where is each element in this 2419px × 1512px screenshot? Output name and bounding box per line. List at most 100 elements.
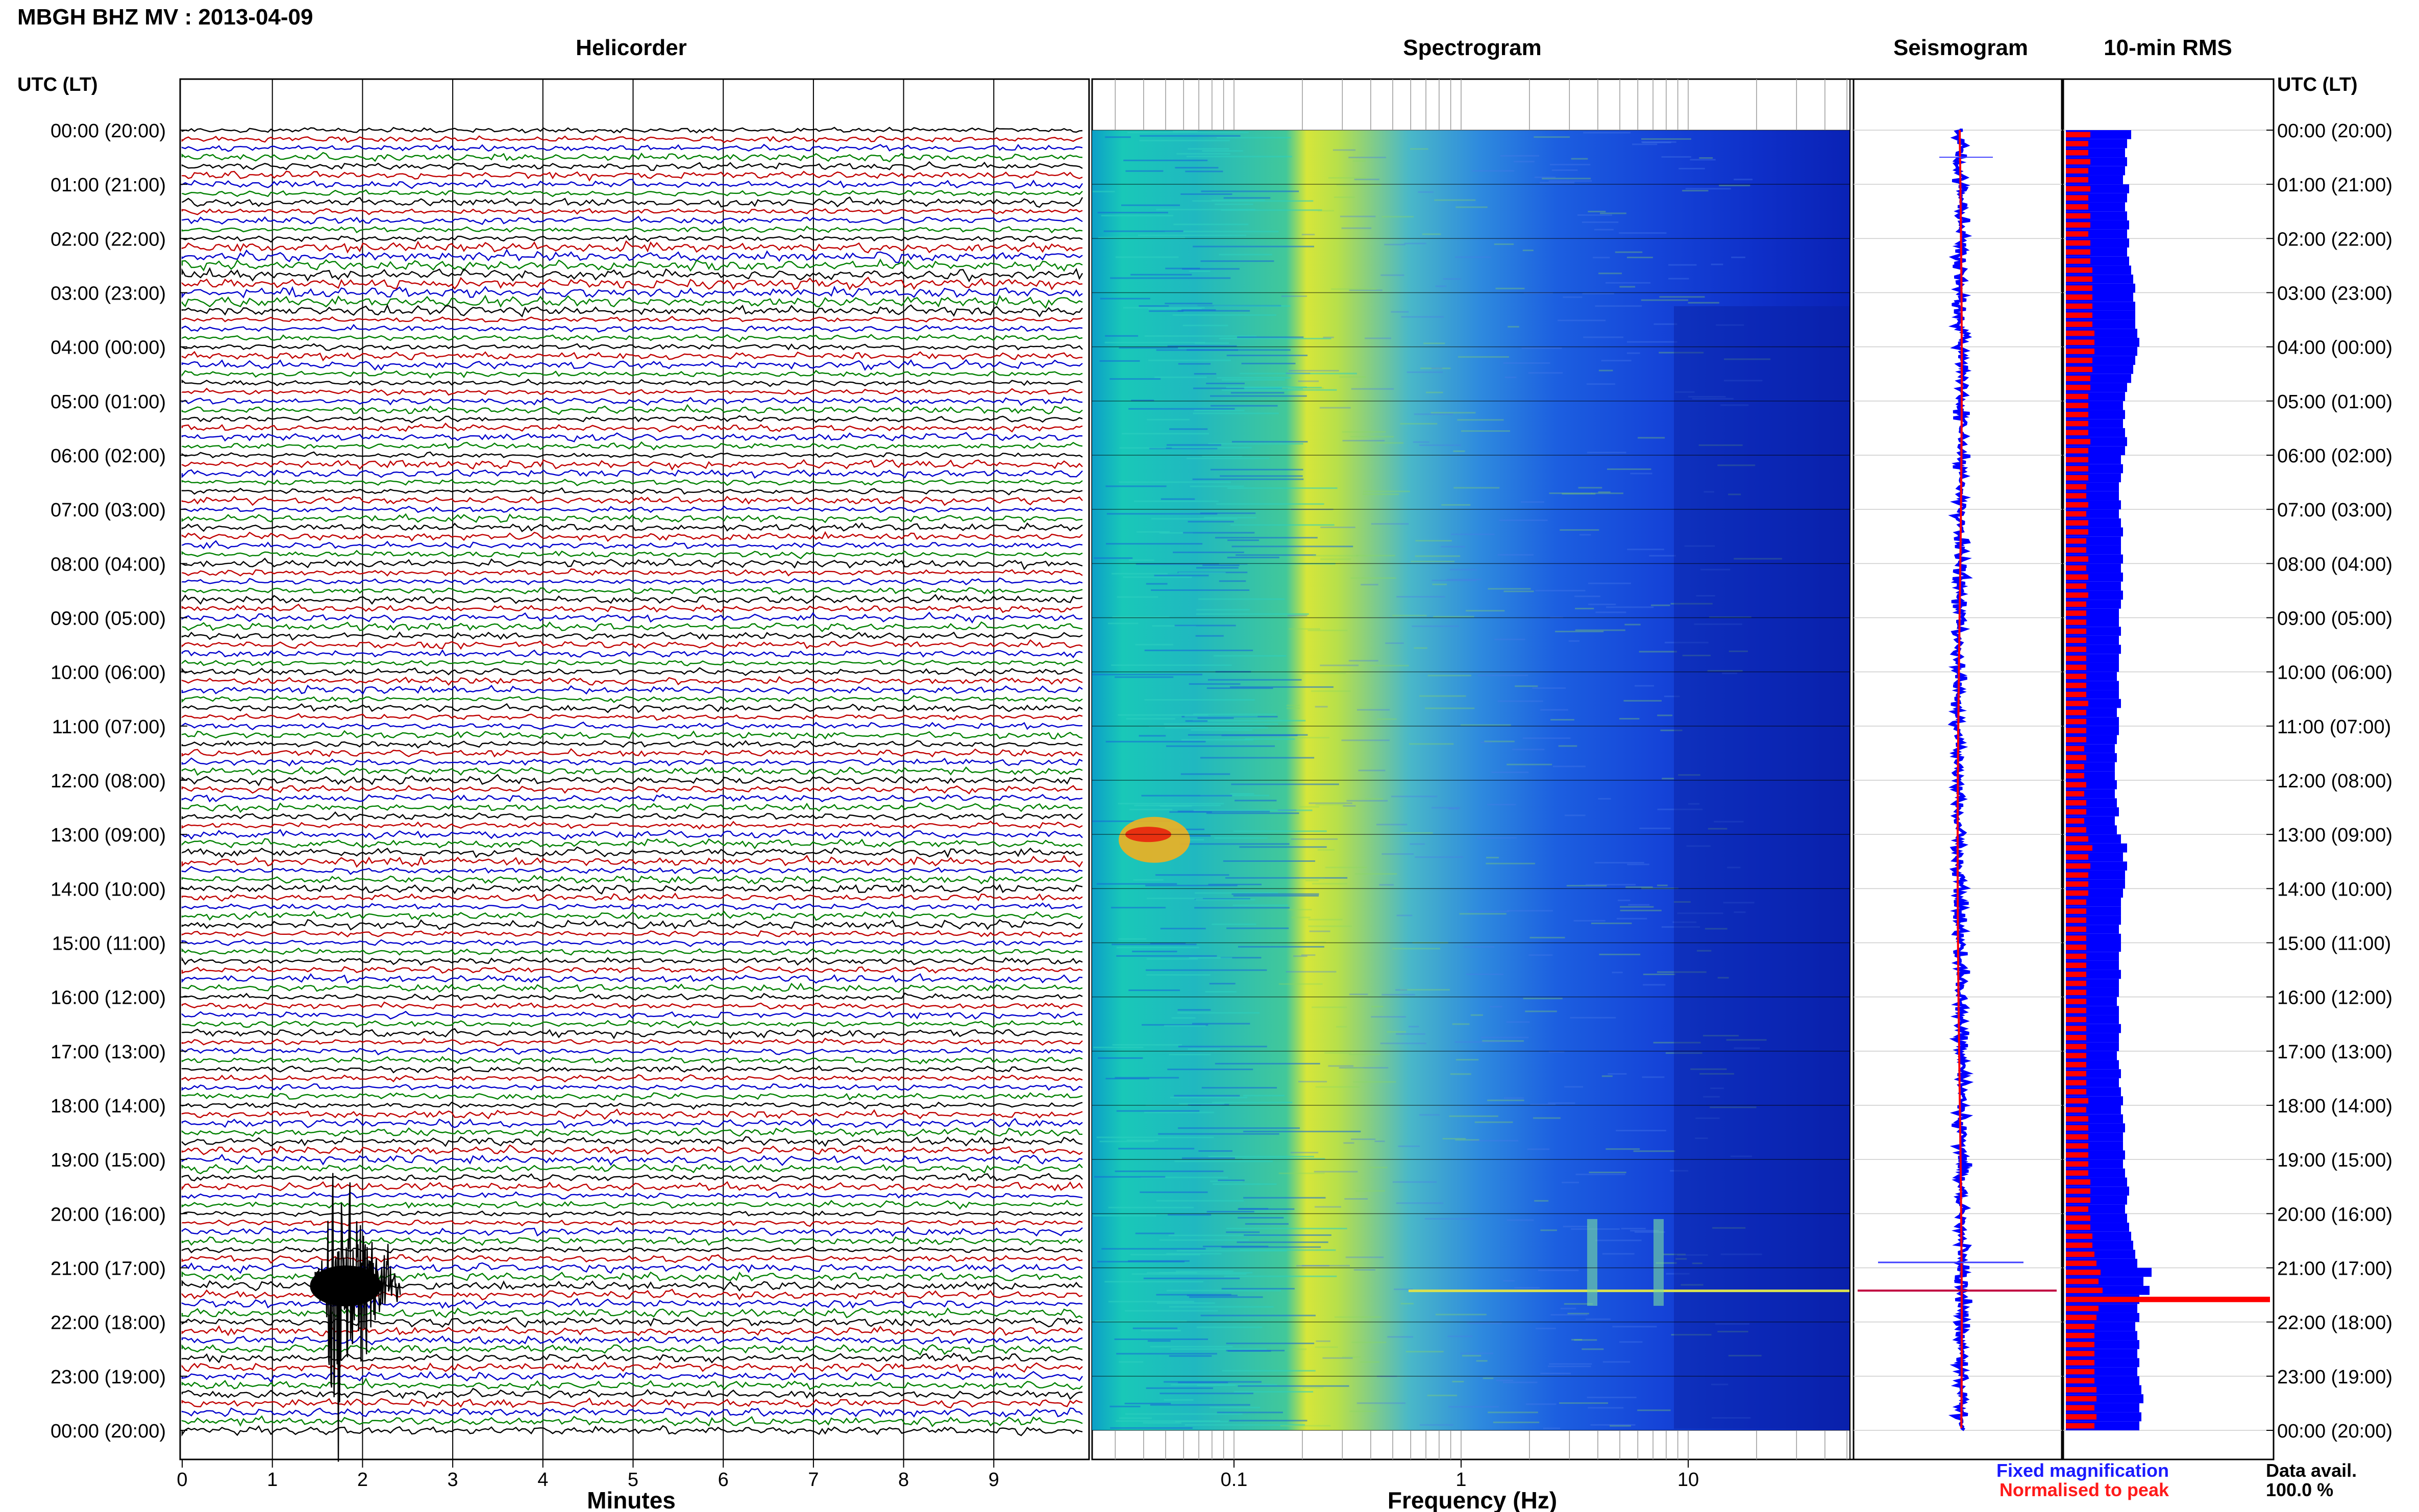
spectrogram-texture — [1400, 832, 1433, 834]
spectrogram-texture — [1462, 1355, 1482, 1357]
spectrogram-texture — [1193, 412, 1279, 414]
frequency-tick-label: 10 — [1677, 1469, 1699, 1491]
spectrogram-texture — [1703, 1096, 1720, 1098]
spectrogram-texture — [1229, 686, 1334, 688]
spectrogram-texture — [1180, 843, 1290, 845]
rms-normalised-bar — [2066, 917, 2086, 923]
spectrogram-texture — [1507, 1219, 1534, 1221]
spectrogram-texture — [1672, 921, 1697, 923]
spectrogram-texture — [1549, 492, 1592, 494]
spectrogram-texture — [1679, 167, 1705, 169]
rms-normalised-bar — [2066, 565, 2086, 571]
spectrogram-texture — [1635, 685, 1654, 687]
spectrogram-texture — [1213, 655, 1287, 657]
helicorder-trace — [181, 387, 1083, 396]
spectrogram-texture — [1104, 1281, 1203, 1283]
helicorder-trace — [181, 304, 1083, 318]
spectrogram-texture — [1500, 155, 1540, 157]
spectrogram-texture — [1396, 1033, 1425, 1035]
spectrogram-texture — [1453, 487, 1500, 489]
spectrogram-texture — [1441, 546, 1465, 548]
spectrogram-texture — [1128, 408, 1235, 410]
helicorder-trace — [181, 226, 1083, 234]
spectrogram-texture — [1668, 278, 1689, 280]
rms-normalised-bar — [2066, 863, 2090, 869]
spectrogram-texture — [1381, 994, 1415, 996]
helicorder-trace — [181, 343, 1083, 351]
rms-normalised-bar — [2066, 502, 2088, 508]
helicorder-trace — [181, 883, 1083, 895]
spectrogram-texture — [1231, 546, 1353, 548]
spectrogram-texture — [1115, 256, 1179, 258]
rms-panel — [2062, 78, 2275, 1460]
spectrogram-texture — [1221, 1287, 1295, 1290]
helicorder-trace — [181, 1246, 1083, 1254]
spectrogram-texture — [1164, 723, 1278, 725]
spectrogram-texture — [1280, 1425, 1331, 1427]
time-axis-labels: 00:00 (20:00) 00:00 (20:00) 01:00 (21:00) 0… — [51, 120, 2392, 1442]
rms-normalised-bar — [2066, 457, 2088, 463]
helicorder-trace — [181, 577, 1083, 586]
spectrogram-texture — [1722, 673, 1738, 675]
rms-normalised-bar — [2066, 195, 2088, 201]
time-tick-label-left: 18:00 (14:00) — [51, 1096, 166, 1117]
helicorder-trace — [181, 892, 1083, 902]
spectrogram-texture — [1131, 1273, 1247, 1275]
spectrogram-texture — [1105, 1078, 1149, 1080]
time-tick-label-left: 01:00 (21:00) — [51, 175, 166, 196]
spectrogram-texture — [1311, 690, 1351, 692]
spectrogram-texture — [1543, 1427, 1561, 1429]
spectrogram-texture — [1548, 1366, 1591, 1368]
rms-normalised-bar — [2066, 1378, 2094, 1383]
spectrogram-texture — [1642, 141, 1671, 143]
helicorder-trace — [181, 215, 1083, 226]
spectrogram-texture — [1172, 314, 1276, 316]
spectrogram-texture — [1704, 491, 1714, 493]
spectrogram-texture — [1371, 523, 1409, 525]
spectrogram-texture — [1299, 806, 1320, 808]
spectrogram-texture — [1527, 1148, 1550, 1150]
rms-normalised-bar — [2066, 737, 2086, 742]
spectrogram-texture — [1400, 423, 1438, 425]
spectrogram-texture — [1601, 360, 1632, 362]
spectrogram-texture — [1097, 212, 1168, 214]
spectrogram-texture — [1384, 243, 1405, 245]
spectrogram-texture — [1206, 1210, 1254, 1212]
spectrogram-texture — [1602, 1361, 1631, 1363]
time-tick-label-right: 01:00 (21:00) — [2277, 175, 2392, 196]
spectrogram-texture — [1150, 1404, 1250, 1406]
helicorder-trace — [181, 1127, 1083, 1137]
spectrogram-texture — [1451, 533, 1495, 535]
rms-normalised-bar — [2066, 999, 2086, 1004]
spectrogram-texture — [1588, 582, 1631, 584]
spectrogram-texture — [1278, 983, 1323, 985]
rms-normalised-bar — [2066, 357, 2092, 363]
spectrogram-texture — [1277, 809, 1297, 811]
spectrogram-texture — [1552, 765, 1586, 767]
spectrogram-texture — [1419, 1424, 1454, 1426]
spectrogram-texture — [1379, 884, 1394, 886]
spectrogram-texture — [1460, 1352, 1493, 1354]
data-avail-label: Data avail. — [2266, 1460, 2357, 1481]
spectrogram-texture — [1522, 250, 1534, 252]
helicorder-trace — [181, 748, 1083, 758]
spectrogram-texture — [1165, 727, 1268, 729]
spectrogram-texture — [1575, 629, 1625, 631]
spectrogram-texture — [1217, 377, 1291, 379]
spectrogram-texture — [1401, 316, 1444, 318]
helicorder-trace — [181, 1181, 1083, 1192]
rms-normalised-bar — [2066, 466, 2088, 472]
spectrogram-texture — [1688, 302, 1719, 304]
time-tick-label-right: 05:00 (01:00) — [2277, 391, 2392, 413]
spectrogram-texture — [1339, 1067, 1389, 1069]
helicorder-trace — [181, 1361, 1083, 1373]
spectrogram-texture — [1217, 1411, 1283, 1414]
rms-normalised-bar — [2066, 1305, 2099, 1311]
spectrogram-texture — [1125, 1310, 1218, 1312]
time-tick-label-right: 23:00 (19:00) — [2277, 1367, 2392, 1388]
spectrogram-texture — [1453, 450, 1465, 452]
spectrogram-texture — [1227, 1350, 1271, 1352]
time-tick-label-right: 14:00 (10:00) — [2277, 879, 2392, 900]
helicorder-trace — [181, 495, 1083, 506]
time-tick-label-left: 04:00 (00:00) — [51, 337, 166, 359]
